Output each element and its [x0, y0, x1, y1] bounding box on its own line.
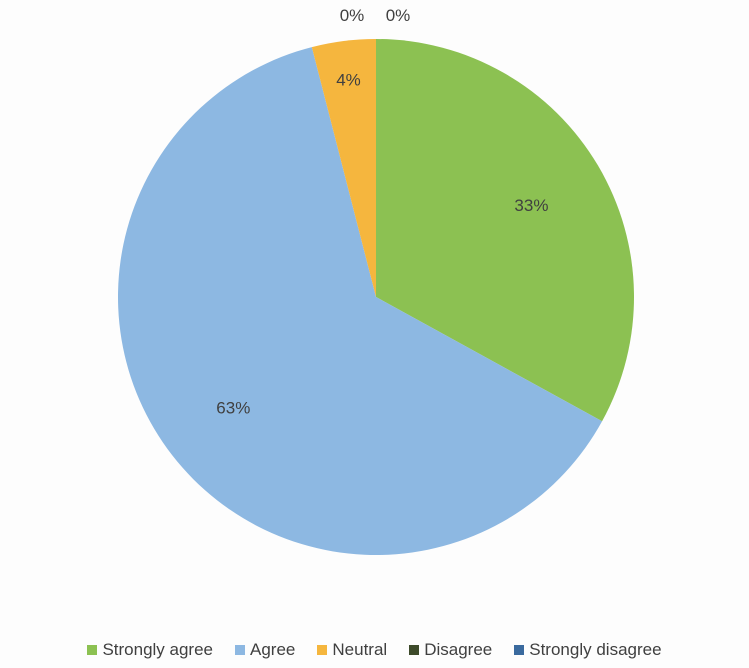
pie-plot-area: 33% 63% 4% 0% 0%: [117, 6, 634, 556]
pie-slice-strongly-agree: [376, 39, 634, 422]
legend-item-agree: Agree: [235, 640, 295, 660]
legend-swatch-neutral: [317, 645, 328, 655]
legend-swatch-disagree: [409, 645, 420, 655]
legend-item-disagree: Disagree: [409, 640, 492, 660]
data-label-strongly-agree: 33%: [514, 196, 548, 215]
data-label-neutral: 4%: [336, 70, 361, 89]
data-label-strongly-disagree: 0%: [386, 6, 411, 25]
legend-label-neutral: Neutral: [332, 640, 388, 659]
legend-item-strongly-agree: Strongly agree: [87, 640, 213, 660]
data-label-disagree: 0%: [340, 6, 365, 25]
legend: Strongly agree Agree Neutral Disagree Strong…: [0, 636, 749, 664]
legend-swatch-strongly-disagree: [514, 645, 525, 655]
legend-swatch-agree: [235, 645, 246, 655]
pie-slice-neutral: [311, 39, 376, 297]
legend-label-agree: Agree: [250, 640, 296, 659]
legend-swatch-strongly-agree: [87, 645, 98, 655]
legend-item-strongly-disagree: Strongly disagree: [514, 640, 662, 660]
legend-item-neutral: Neutral: [317, 640, 387, 660]
pie-slice-agree: [117, 47, 603, 556]
legend-label-strongly-agree: Strongly agree: [102, 640, 214, 659]
legend-label-disagree: Disagree: [424, 640, 493, 659]
data-label-agree: 63%: [216, 399, 250, 418]
legend-label-strongly-disagree: Strongly disagree: [529, 640, 662, 659]
